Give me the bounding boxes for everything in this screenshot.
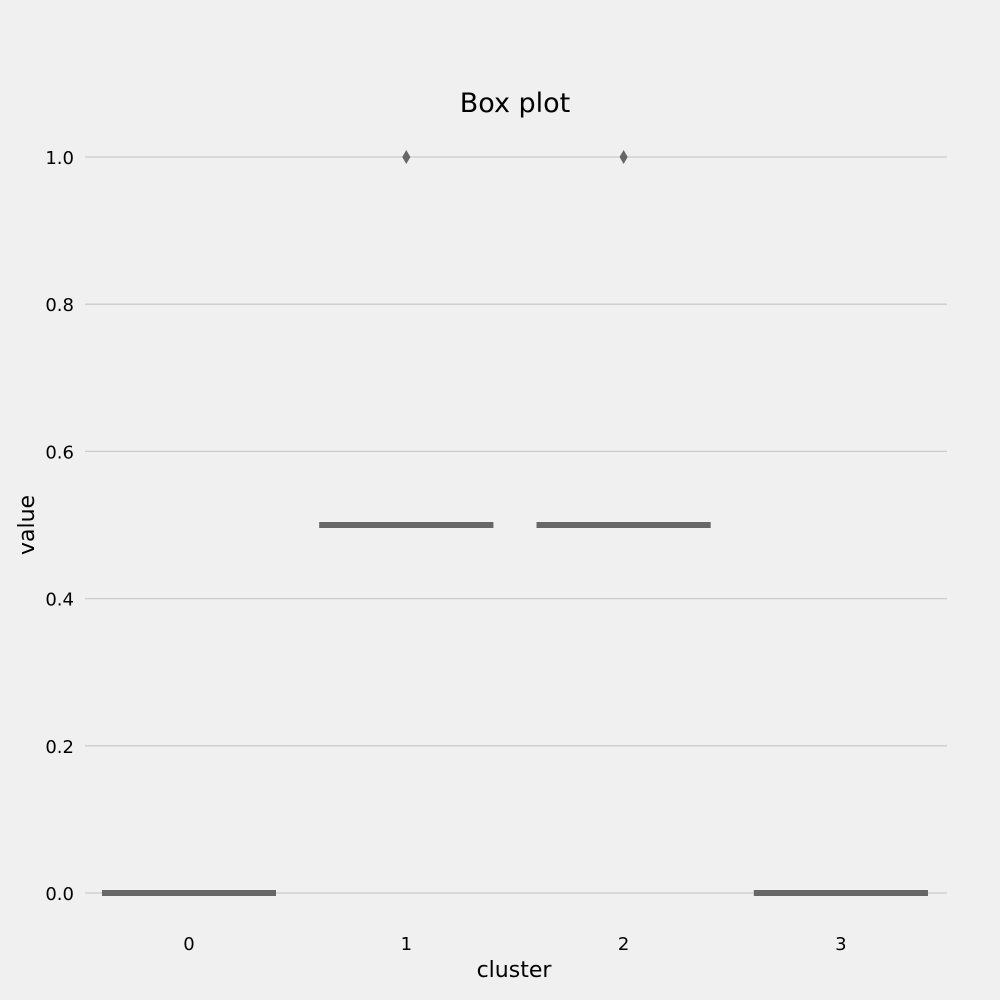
outlier-point bbox=[619, 150, 628, 164]
box-cluster-0 bbox=[102, 890, 276, 896]
y-tick-labels: 0.0 0.2 0.4 0.6 0.8 1.0 bbox=[45, 148, 74, 905]
grid-layer bbox=[85, 156, 947, 894]
y-tick-label: 1.0 bbox=[45, 148, 74, 169]
x-tick-label: 0 bbox=[183, 934, 194, 955]
x-axis-label: cluster bbox=[477, 958, 553, 983]
box-layer bbox=[102, 150, 928, 896]
box-cluster-1 bbox=[319, 150, 494, 528]
box-cluster-3 bbox=[753, 890, 928, 896]
y-tick-label: 0.0 bbox=[45, 884, 74, 905]
box-cluster-2 bbox=[536, 150, 711, 528]
chart-title: Box plot bbox=[460, 88, 571, 119]
outlier-point bbox=[402, 150, 411, 164]
x-tick-labels: 0 1 2 3 bbox=[183, 934, 846, 955]
x-tick-label: 1 bbox=[401, 934, 412, 955]
y-axis-label: value bbox=[15, 495, 40, 555]
x-tick-label: 2 bbox=[618, 934, 629, 955]
y-tick-label: 0.6 bbox=[45, 442, 74, 463]
y-tick-label: 0.4 bbox=[45, 590, 74, 611]
y-tick-label: 0.8 bbox=[45, 295, 74, 316]
y-tick-label: 0.2 bbox=[45, 737, 74, 758]
x-tick-label: 3 bbox=[835, 934, 846, 955]
